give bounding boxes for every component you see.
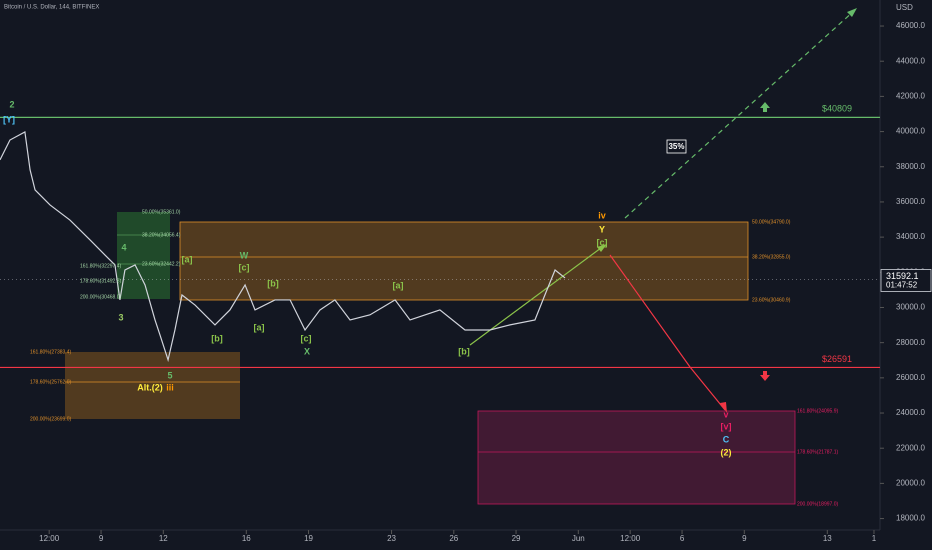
level-label: $26591 bbox=[822, 354, 852, 364]
y-tick-label: 18000.0 bbox=[896, 514, 925, 523]
fib-label: 23.60%(32442.2) bbox=[142, 261, 181, 267]
wave-label: W bbox=[240, 250, 249, 260]
arrow-head bbox=[847, 8, 857, 17]
bull-arrow bbox=[624, 9, 856, 219]
x-tick-label: 1 bbox=[872, 534, 877, 543]
fib-label: 50.00%(35361.0) bbox=[142, 209, 181, 215]
x-tick-label: 13 bbox=[823, 534, 832, 543]
x-tick-label: 23 bbox=[387, 534, 396, 543]
x-tick-label: 29 bbox=[512, 534, 521, 543]
target-zone bbox=[477, 410, 796, 505]
fib-label: 178.60%(21787.1) bbox=[797, 449, 838, 455]
x-tick-label: 9 bbox=[99, 534, 104, 543]
wave-label: 2 bbox=[9, 99, 14, 109]
fib-label: 38.20%(32855.0) bbox=[752, 254, 791, 260]
x-tick-label: Jun bbox=[572, 534, 585, 543]
y-tick-label: 24000.0 bbox=[896, 408, 925, 417]
symbol: Bitcoin / U.S. Dollar, 144, BITFINEX bbox=[4, 5, 99, 11]
y-tick-label: 42000.0 bbox=[896, 92, 925, 101]
wave-label: [a] bbox=[393, 280, 404, 290]
x-tick-label: 12 bbox=[159, 534, 168, 543]
y-tick-label: 44000.0 bbox=[896, 56, 925, 65]
wave-label: iii bbox=[166, 382, 174, 392]
wave-label: [b] bbox=[211, 333, 223, 343]
fib-label: 161.80%(24095.9) bbox=[797, 408, 838, 414]
price-line bbox=[0, 130, 566, 363]
support-zone bbox=[65, 352, 240, 419]
fib-label: 178.60%(25762.0) bbox=[30, 379, 71, 385]
projection-arrow bbox=[469, 244, 606, 346]
fib-label: 23.60%(30460.9) bbox=[752, 297, 791, 303]
y-tick-label: 38000.0 bbox=[896, 162, 925, 171]
x-tick-label: 16 bbox=[242, 534, 251, 543]
wave-label: [b] bbox=[458, 346, 470, 356]
up-icon bbox=[760, 102, 770, 112]
wave-label: [c] bbox=[301, 333, 312, 343]
y-tick-label: 30000.0 bbox=[896, 303, 925, 312]
wave-label: X bbox=[304, 346, 310, 356]
y-tick-label: 34000.0 bbox=[896, 232, 925, 241]
wave-label: 4 bbox=[121, 242, 126, 252]
wave-label: Alt.(2) bbox=[137, 382, 163, 392]
arrow-head bbox=[597, 244, 607, 252]
wave-label: [v] bbox=[721, 421, 732, 431]
wave-label: [Y] bbox=[3, 114, 15, 124]
wave-label: [a] bbox=[182, 254, 193, 264]
currency: USD bbox=[896, 3, 913, 12]
y-tick-label: 22000.0 bbox=[896, 443, 925, 452]
fib-label: 200.00%(18997.0) bbox=[797, 501, 838, 507]
fib-label: 50.00%(34790.0) bbox=[752, 219, 791, 225]
fib-label: 161.80%(32297.4) bbox=[80, 263, 121, 269]
fib-label: 178.60%(31492.8) bbox=[80, 278, 121, 284]
wave-label: Y bbox=[599, 224, 605, 234]
last-price-box bbox=[880, 269, 932, 292]
wave-label: [a] bbox=[254, 322, 265, 332]
fib-label: 200.00%(30468.0) bbox=[80, 294, 121, 300]
x-tick-label: 12:00 bbox=[620, 534, 641, 543]
countdown: 01:47:52 bbox=[886, 281, 918, 290]
level-label: $40809 bbox=[822, 104, 852, 114]
wave-label: [b] bbox=[267, 278, 279, 288]
y-tick-label: 36000.0 bbox=[896, 197, 925, 206]
y-tick-label: 46000.0 bbox=[896, 21, 925, 30]
x-tick-label: 9 bbox=[742, 534, 747, 543]
x-tick-label: 19 bbox=[304, 534, 313, 543]
probability: 35% bbox=[668, 142, 684, 151]
fib-label: 38.20%(34056.4) bbox=[142, 232, 181, 238]
wave-label: 3 bbox=[118, 312, 123, 322]
last-price: 31592.1 bbox=[886, 271, 919, 281]
wave-label: v bbox=[723, 409, 728, 419]
wave-4-zone bbox=[117, 212, 170, 299]
y-tick-label: 20000.0 bbox=[896, 478, 925, 487]
fib-label: 161.80%(27383.4) bbox=[30, 349, 71, 355]
x-tick-label: 26 bbox=[449, 534, 458, 543]
wave-label: iv bbox=[598, 210, 606, 220]
x-tick-label: 12:00 bbox=[39, 534, 60, 543]
y-tick-label: 26000.0 bbox=[896, 373, 925, 382]
down-icon bbox=[760, 371, 770, 381]
wave-label: [c] bbox=[597, 237, 608, 247]
probability-box bbox=[666, 139, 687, 154]
wave-label: C bbox=[723, 434, 730, 444]
resistance-zone bbox=[179, 221, 749, 301]
fib-label: 200.00%(23699.0) bbox=[30, 416, 71, 422]
y-tick-label: 28000.0 bbox=[896, 338, 925, 347]
wave-label: 5 bbox=[167, 370, 172, 380]
wave-label: (2) bbox=[721, 447, 732, 457]
arrow-head bbox=[720, 402, 727, 413]
y-tick-label: 40000.0 bbox=[896, 127, 925, 136]
wave-label: [c] bbox=[239, 262, 250, 272]
x-tick-label: 6 bbox=[680, 534, 685, 543]
